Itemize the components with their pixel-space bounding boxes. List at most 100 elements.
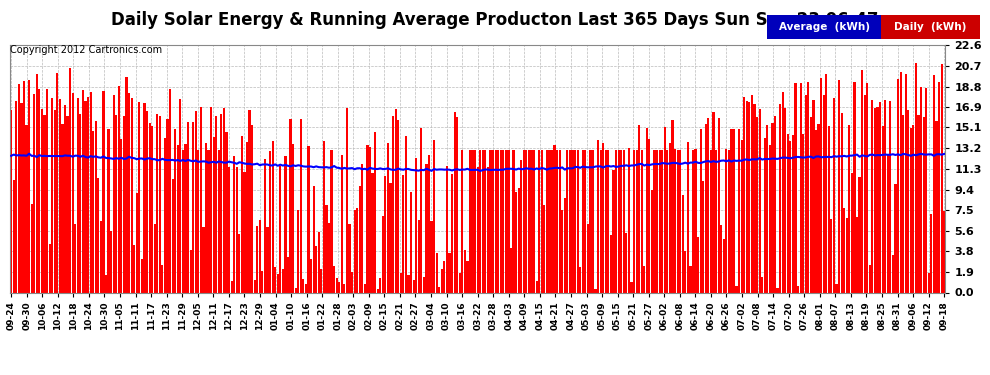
Bar [66, 116, 68, 292]
Bar [271, 141, 273, 292]
Bar [23, 81, 25, 292]
Bar [428, 155, 430, 292]
Bar [766, 125, 768, 292]
Bar [892, 255, 894, 292]
Bar [539, 150, 541, 292]
Bar [348, 225, 350, 292]
Bar [246, 142, 248, 292]
Bar [663, 127, 666, 292]
Bar [789, 141, 791, 292]
Bar [763, 138, 766, 292]
Bar [815, 130, 817, 292]
Bar [410, 192, 412, 292]
Bar [779, 104, 781, 292]
Bar [182, 150, 184, 292]
Bar [776, 288, 779, 292]
Bar [292, 144, 294, 292]
Bar [707, 118, 710, 292]
Bar [733, 129, 736, 292]
Bar [305, 284, 307, 292]
Bar [46, 89, 49, 292]
Bar [579, 267, 581, 292]
Bar [887, 154, 889, 292]
Bar [731, 129, 733, 292]
Bar [479, 150, 481, 292]
Bar [687, 142, 689, 292]
Bar [728, 150, 730, 292]
Bar [610, 235, 612, 292]
Bar [139, 102, 141, 292]
Bar [397, 120, 399, 292]
Bar [164, 138, 166, 292]
Bar [545, 150, 548, 292]
Text: Daily Solar Energy & Running Average Producton Last 365 Days Sun Sep 23 06:47: Daily Solar Energy & Running Average Pro… [111, 11, 879, 29]
Bar [792, 135, 794, 292]
Bar [943, 211, 945, 292]
Bar [674, 149, 676, 292]
Bar [576, 150, 579, 292]
Bar [669, 142, 671, 292]
Bar [223, 108, 225, 292]
Bar [405, 136, 407, 292]
Text: Daily  (kWh): Daily (kWh) [894, 22, 967, 32]
Bar [233, 156, 236, 292]
Bar [823, 95, 825, 292]
Bar [113, 94, 115, 292]
Bar [518, 188, 520, 292]
Bar [215, 116, 218, 292]
Bar [676, 150, 679, 292]
Bar [492, 150, 494, 292]
Bar [750, 95, 753, 292]
Bar [526, 150, 528, 292]
Bar [58, 99, 61, 292]
Bar [269, 152, 271, 292]
Bar [620, 150, 623, 292]
Bar [484, 150, 486, 292]
Bar [900, 72, 902, 292]
Bar [226, 132, 228, 292]
Bar [148, 123, 150, 292]
Bar [463, 250, 466, 292]
Bar [897, 79, 899, 292]
Bar [187, 122, 189, 292]
Bar [556, 150, 558, 292]
Bar [26, 125, 28, 292]
Bar [328, 224, 330, 292]
Bar [550, 150, 553, 292]
Bar [441, 269, 443, 292]
Bar [761, 277, 763, 292]
Bar [756, 117, 758, 292]
Bar [13, 180, 15, 292]
Bar [287, 258, 289, 292]
Bar [713, 112, 715, 292]
Bar [239, 234, 241, 292]
Bar [940, 64, 942, 292]
Bar [131, 99, 133, 292]
Bar [600, 150, 602, 292]
Bar [276, 273, 279, 292]
Bar [448, 254, 450, 292]
Bar [818, 124, 820, 292]
Bar [53, 111, 55, 292]
Bar [110, 231, 112, 292]
Bar [382, 216, 384, 292]
Bar [253, 280, 255, 292]
Bar [279, 166, 281, 292]
Bar [528, 150, 530, 292]
Bar [682, 195, 684, 292]
Bar [863, 95, 866, 292]
Bar [533, 150, 536, 292]
Bar [689, 266, 691, 292]
Bar [548, 150, 550, 292]
Bar [151, 126, 153, 292]
Bar [710, 150, 712, 292]
Bar [331, 150, 333, 292]
Bar [18, 84, 20, 292]
Bar [51, 98, 53, 292]
Bar [153, 224, 155, 292]
Bar [633, 150, 636, 292]
Bar [931, 214, 933, 292]
Bar [653, 150, 655, 292]
Bar [61, 124, 63, 292]
Bar [726, 149, 728, 292]
